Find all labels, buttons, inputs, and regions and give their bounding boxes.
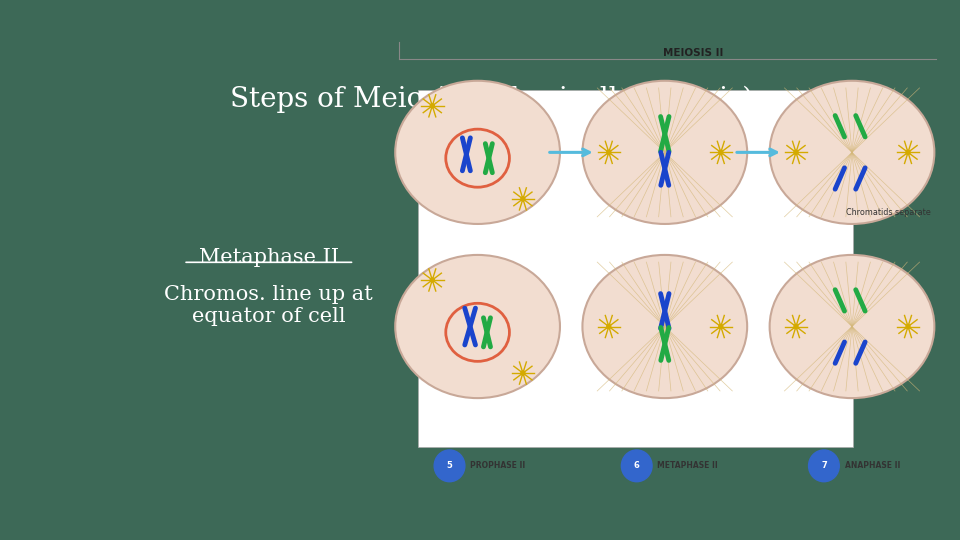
Circle shape [430,104,434,108]
Text: PROPHASE II: PROPHASE II [470,461,525,470]
Circle shape [607,150,611,154]
Text: 6: 6 [634,461,639,470]
Circle shape [794,150,798,154]
Text: Chromatids separate: Chromatids separate [846,208,930,217]
Text: 5: 5 [446,461,452,470]
Text: MEIOSIS II: MEIOSIS II [662,48,723,58]
Text: METAPHASE II: METAPHASE II [658,461,718,470]
Ellipse shape [770,81,934,224]
Circle shape [430,278,434,282]
Circle shape [607,325,611,329]
Ellipse shape [770,255,934,398]
Circle shape [906,325,910,329]
Circle shape [808,450,839,482]
Text: Steps of Meiosis II (basically mitosis): Steps of Meiosis II (basically mitosis) [230,85,754,113]
Circle shape [794,325,798,329]
FancyBboxPatch shape [418,90,852,447]
Circle shape [621,450,652,482]
Text: ANAPHASE II: ANAPHASE II [845,461,900,470]
Text: Metaphase II: Metaphase II [199,248,339,267]
Text: 7: 7 [821,461,827,470]
Ellipse shape [396,81,560,224]
Circle shape [521,371,525,375]
Circle shape [719,150,723,154]
Circle shape [521,197,525,201]
Ellipse shape [396,255,560,398]
Circle shape [719,325,723,329]
Ellipse shape [583,81,747,224]
Ellipse shape [583,255,747,398]
Circle shape [906,150,910,154]
Circle shape [434,450,465,482]
Text: Chromos. line up at
equator of cell: Chromos. line up at equator of cell [164,285,373,326]
